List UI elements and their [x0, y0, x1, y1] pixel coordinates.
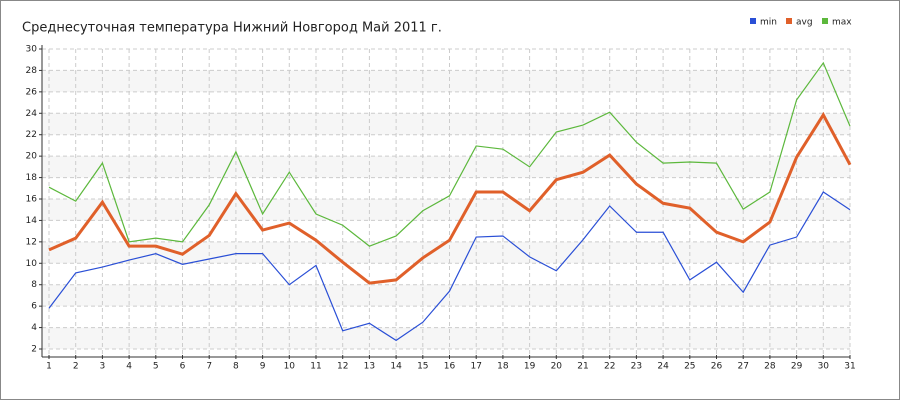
x-tick-label: 9 — [260, 362, 266, 372]
y-tick-label: 26 — [26, 87, 38, 97]
y-tick-label: 8 — [31, 280, 37, 290]
x-tick-label: 16 — [444, 362, 456, 372]
x-tick-label: 6 — [180, 362, 186, 372]
x-tick-label: 11 — [310, 362, 321, 372]
y-tick-label: 4 — [31, 323, 37, 333]
x-tick-label: 24 — [657, 362, 669, 372]
series-line — [48, 61, 851, 247]
x-tick-label: 17 — [470, 362, 481, 372]
x-tick-label: 21 — [577, 362, 588, 372]
x-tick-label: 30 — [818, 362, 830, 372]
legend-label: avg — [796, 18, 813, 28]
x-tick-label: 3 — [100, 362, 106, 372]
x-tick-label: 5 — [153, 362, 159, 372]
band — [42, 156, 850, 178]
y-tick-label: 6 — [31, 302, 37, 312]
x-tick-label: 25 — [684, 362, 695, 372]
series-line — [48, 111, 852, 285]
x-tick-label: 12 — [337, 362, 348, 372]
y-tick-label: 12 — [26, 237, 37, 247]
x-tick-label: 29 — [791, 362, 803, 372]
y-tick-label: 22 — [26, 130, 37, 140]
y-tick-label: 30 — [26, 45, 38, 55]
x-tick-label: 7 — [206, 362, 212, 372]
x-tick-label: 27 — [737, 362, 748, 372]
x-tick-label: 22 — [604, 362, 615, 372]
y-tick-label: 2 — [31, 345, 37, 355]
x-tick-label: 23 — [631, 362, 642, 372]
x-tick-label: 28 — [764, 362, 776, 372]
x-tick-label: 8 — [233, 362, 239, 372]
band — [42, 70, 850, 92]
x-tick-label: 1 — [46, 362, 52, 372]
y-tick-label: 10 — [26, 259, 38, 269]
x-tick-label: 18 — [497, 362, 509, 372]
x-tick-label: 19 — [524, 362, 536, 372]
band — [42, 113, 850, 135]
y-tick-label: 28 — [26, 66, 38, 76]
x-tick-label: 20 — [551, 362, 563, 372]
x-tick-label: 2 — [73, 362, 79, 372]
x-tick-label: 4 — [126, 362, 132, 372]
legend-label: min — [760, 18, 777, 28]
y-tick-label: 24 — [26, 109, 38, 119]
y-tick-label: 16 — [26, 195, 38, 205]
y-tick-label: 14 — [26, 216, 38, 226]
legend-label: max — [832, 18, 852, 28]
band — [42, 199, 850, 221]
band — [42, 327, 850, 349]
chart-title: Среднесуточная температура Нижний Новгор… — [22, 21, 442, 36]
legend-swatch — [822, 18, 828, 24]
x-tick-label: 10 — [284, 362, 296, 372]
y-tick-label: 20 — [26, 152, 38, 162]
series-line — [48, 191, 851, 342]
x-tick-label: 14 — [390, 362, 402, 372]
x-tick-label: 31 — [844, 362, 855, 372]
x-tick-label: 13 — [364, 362, 375, 372]
legend-swatch — [786, 18, 792, 24]
x-tick-label: 26 — [711, 362, 723, 372]
y-tick-label: 18 — [26, 173, 38, 183]
band — [42, 241, 850, 264]
x-tick-label: 15 — [417, 362, 428, 372]
legend-swatch — [750, 18, 756, 24]
